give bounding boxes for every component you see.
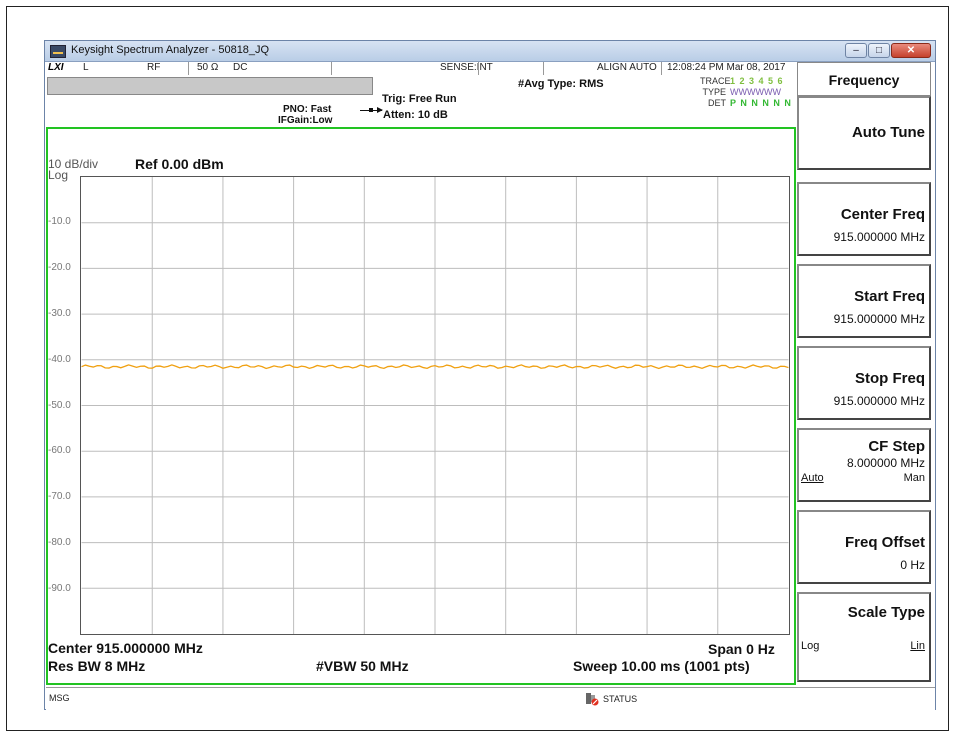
softkey-label: Start Freq (854, 288, 925, 305)
softkey-value: 915.000000 MHz (833, 230, 925, 244)
trigger-setting: Trig: Free Run (382, 93, 457, 105)
y-tick-label: -60.0 (48, 445, 71, 457)
scale-per-division: 10 dB/div (48, 157, 99, 171)
cf-step-auto[interactable]: Auto (801, 472, 824, 484)
sweep-time: Sweep 10.00 ms (1001 pts) (573, 658, 750, 674)
trace-info: TRACE 1 2 3 4 5 6 TYPE WWWWWW DET P N N … (700, 75, 796, 117)
status-row: LXI L RF 50 Ω DC SENSE:INT ALIGN AUTO 12… (45, 62, 797, 75)
softkey-label: Center Freq (840, 206, 925, 223)
det-label: DET (708, 98, 726, 108)
y-tick-label: -10.0 (48, 215, 71, 227)
trigger-arrow-icon (360, 107, 383, 113)
status-separator (478, 62, 479, 75)
reference-level: Ref 0.00 dBm (135, 156, 224, 172)
window-controls: – □ ✕ (845, 43, 931, 58)
sense-status: SENSE:INT (440, 62, 493, 73)
window-title: Keysight Spectrum Analyzer - 50818_JQ (71, 44, 270, 56)
softkey-value: 915.000000 MHz (833, 394, 925, 408)
softkey-center-freq[interactable]: Center Freq 915.000000 MHz (797, 182, 931, 256)
softkey-stop-freq[interactable]: Stop Freq 915.000000 MHz (797, 346, 931, 420)
status-separator (543, 62, 544, 75)
log-scale-label: Log (48, 168, 69, 182)
status-separator (661, 62, 662, 75)
type-values: WWWWWW (730, 87, 781, 97)
y-tick-label: -40.0 (48, 353, 71, 365)
minimize-button[interactable]: – (845, 43, 867, 58)
menu-title-text: Frequency (828, 72, 900, 88)
datetime: 12:08:24 PM Mar 08, 2017 (667, 62, 786, 73)
softkey-scale-type[interactable]: Scale Type Log Lin (797, 592, 931, 682)
softkey-label: Scale Type (847, 604, 925, 621)
close-button[interactable]: ✕ (891, 43, 931, 58)
trace-values: 1 2 3 4 5 6 (730, 76, 784, 86)
msg-label: MSG (49, 693, 70, 703)
softkey-start-freq[interactable]: Start Freq 915.000000 MHz (797, 264, 931, 338)
status-warning-icon (586, 693, 599, 706)
softkey-value: 0 Hz (900, 558, 925, 572)
screenshot-frame (6, 6, 949, 731)
softkey-label: Stop Freq (855, 370, 925, 387)
ifgain-setting: IFGain:Low (278, 115, 333, 126)
softkey-cf-step[interactable]: CF Step 8.000000 MHz Auto Man (797, 428, 931, 502)
y-tick-label: -50.0 (48, 399, 71, 411)
scale-type-lin[interactable]: Lin (910, 640, 925, 652)
trace-line (81, 364, 789, 370)
y-tick-label: -70.0 (48, 491, 71, 503)
softkey-value: 915.000000 MHz (833, 312, 925, 326)
message-field (47, 77, 373, 95)
dc-coupling: DC (233, 62, 248, 73)
softkey-menu: Frequency Auto Tune Center Freq 915.0000… (797, 62, 934, 686)
menu-title: Frequency (797, 62, 931, 96)
pno-setting: PNO: Fast (283, 104, 332, 115)
y-tick-label: -80.0 (48, 537, 71, 549)
spectrum-plot (80, 176, 790, 635)
attenuation-setting: Atten: 10 dB (383, 109, 448, 121)
softkey-value: 8.000000 MHz (846, 456, 925, 470)
softkey-freq-offset[interactable]: Freq Offset 0 Hz (797, 510, 931, 584)
det-values: P N N N N N (730, 98, 792, 108)
softkey-label: Freq Offset (844, 534, 925, 551)
video-bandwidth: #VBW 50 MHz (316, 658, 409, 674)
lxi-indicator: LXI (48, 62, 64, 73)
trace-label: TRACE (700, 76, 731, 86)
y-tick-label: -20.0 (48, 261, 71, 273)
status-separator (331, 62, 332, 75)
status-separator (188, 62, 189, 75)
resolution-bandwidth: Res BW 8 MHz (48, 658, 146, 674)
softkey-label: Auto Tune (851, 124, 925, 141)
type-label: TYPE (702, 87, 726, 97)
cf-step-man[interactable]: Man (903, 472, 925, 484)
avg-type: #Avg Type: RMS (518, 78, 604, 90)
y-tick-label: -30.0 (48, 307, 71, 319)
plot-panel (46, 127, 796, 685)
scale-type-log[interactable]: Log (801, 640, 820, 652)
center-frequency: Center 915.000000 MHz (48, 640, 203, 656)
align-status: ALIGN AUTO (597, 62, 657, 73)
span: Span 0 Hz (708, 641, 775, 657)
message-bar: MSG STATUS (46, 687, 935, 710)
coupling-l: L (83, 62, 89, 73)
y-tick-label: -90.0 (48, 583, 71, 595)
rf-input: RF (147, 62, 161, 73)
impedance: 50 Ω (197, 62, 219, 73)
status-label[interactable]: STATUS (603, 694, 638, 704)
softkey-label: CF Step (868, 438, 925, 455)
softkey-auto-tune[interactable]: Auto Tune (797, 96, 931, 170)
app-icon (50, 45, 66, 58)
title-bar: Keysight Spectrum Analyzer - 50818_JQ – … (45, 41, 935, 62)
maximize-button[interactable]: □ (868, 43, 890, 58)
